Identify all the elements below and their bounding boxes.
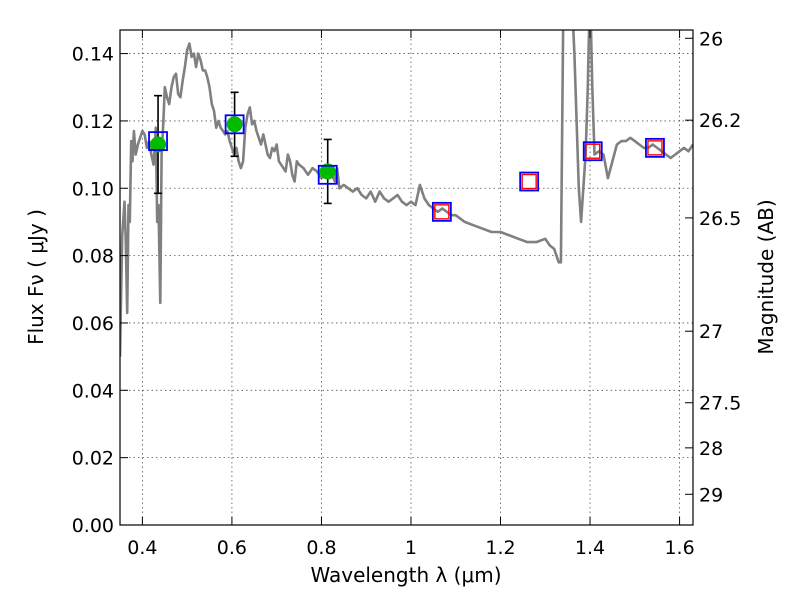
- x-axis-label: Wavelength λ (μm): [310, 563, 501, 587]
- model-square: [645, 137, 665, 158]
- mag-tick-label: 28: [699, 438, 723, 460]
- y-tick-label: 0.00: [72, 515, 114, 537]
- observed-point: [226, 116, 243, 133]
- label-layer: Wavelength λ (μm) Flux Fν ( μJy ) Magnit…: [24, 199, 778, 587]
- y-tick-label: 0.08: [72, 246, 114, 268]
- data-layer: [120, 30, 693, 357]
- y2-axis-label: Magnitude (AB): [754, 199, 778, 354]
- y-tick-label: 0.02: [72, 448, 114, 470]
- model-square: [582, 141, 603, 162]
- mag-tick-label: 26.5: [699, 208, 741, 230]
- model-square: [431, 201, 452, 222]
- predicted-square: [647, 140, 663, 156]
- model-square: [519, 171, 540, 192]
- y-tick-label: 0.14: [72, 44, 114, 66]
- x-tick-label: 1.4: [575, 537, 605, 559]
- plot-frame: [119, 29, 694, 526]
- observed-point: [150, 136, 167, 153]
- x-tick-label: 0.4: [127, 537, 157, 559]
- mag-tick-label: 26: [699, 28, 723, 50]
- tick-layer: 0.4 0.6 0.8 1 1.2 1.4 1.6 0.00 0.02 0.04 0.06 0.08 0…: [72, 28, 742, 559]
- y-tick-label: 0.12: [72, 111, 114, 133]
- x-tick-label: 1.6: [664, 537, 694, 559]
- y-tick-label: 0.06: [72, 313, 114, 335]
- model-square: [224, 114, 245, 135]
- x-tick-label: 1: [405, 537, 417, 559]
- predicted-square: [521, 173, 537, 190]
- mag-tick-label: 26.2: [699, 110, 741, 132]
- mag-tick-label: 29: [699, 484, 723, 506]
- predicted-square: [585, 143, 601, 159]
- mag-tick-label: 27: [699, 321, 723, 343]
- x-tick-label: 1.2: [485, 537, 515, 559]
- spectrum-line: [120, 30, 693, 357]
- y-tick-label: 0.04: [72, 380, 114, 402]
- y-tick-label: 0.10: [72, 178, 114, 200]
- predicted-square: [434, 204, 450, 220]
- model-square: [148, 131, 168, 152]
- y-axis-label: Flux Fν ( μJy ): [24, 209, 48, 345]
- model-square: [317, 164, 338, 185]
- observed-point: [319, 163, 336, 180]
- x-tick-label: 0.6: [217, 537, 247, 559]
- mag-tick-label: 27.5: [699, 393, 741, 415]
- x-tick-label: 0.8: [306, 537, 336, 559]
